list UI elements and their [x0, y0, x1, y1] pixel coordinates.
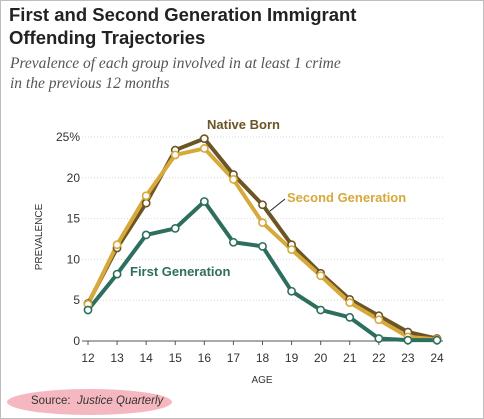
y-tick-label: 25% — [56, 130, 80, 144]
y-tick-label: 10 — [67, 252, 81, 266]
data-point-s0 — [258, 200, 267, 210]
data-point-s2 — [229, 237, 238, 247]
data-point-s1 — [199, 144, 209, 153]
y-tick-label: 5 — [73, 293, 80, 307]
data-point-s0 — [199, 134, 209, 144]
x-tick-label: 23 — [401, 351, 415, 365]
subtitle-line-1: Prevalence of each group involved in at … — [10, 55, 341, 72]
data-point-s1 — [170, 150, 180, 160]
data-point-s2 — [199, 197, 209, 206]
data-point-s2 — [170, 223, 180, 233]
y-tick-label: 20 — [67, 171, 81, 185]
data-point-s0 — [141, 198, 151, 208]
source-note: Source: Justice Quarterly — [31, 395, 163, 407]
x-tick-label: 24 — [430, 351, 444, 365]
y-axis-label: PREVALENCE — [34, 203, 45, 270]
x-tick-label: 12 — [81, 351, 95, 365]
data-point-s1 — [229, 175, 238, 184]
data-point-s2 — [141, 230, 151, 240]
y-tick-label: 0 — [73, 334, 80, 348]
data-point-s2 — [432, 335, 442, 345]
y-tick-label: 15 — [67, 212, 81, 226]
data-point-s2 — [112, 269, 122, 279]
chart-subtitle: Prevalence of each group involved in at … — [10, 54, 470, 94]
data-point-s2 — [403, 335, 413, 345]
source-highlight — [7, 389, 172, 415]
x-tick-label: 22 — [372, 351, 386, 365]
x-tick-label: 17 — [227, 351, 241, 365]
series-label-native-born: Native Born — [207, 117, 280, 132]
x-tick-label: 18 — [256, 351, 270, 365]
x-tick-label: 13 — [110, 351, 124, 365]
data-point-s2 — [316, 305, 326, 315]
x-tick-label: 21 — [343, 351, 357, 365]
title-line-1: First and Second Generation Immigrant — [9, 4, 357, 25]
data-point-s1 — [345, 298, 355, 308]
subtitle-line-2: in the previous 12 months — [10, 75, 170, 92]
data-point-s1 — [258, 218, 267, 228]
data-point-s1 — [316, 271, 326, 281]
source-name: Justice Quarterly — [77, 395, 164, 407]
x-tick-label: 15 — [169, 351, 183, 365]
data-point-s2 — [83, 305, 93, 315]
data-point-s1 — [374, 315, 384, 325]
x-axis-label: AGE — [251, 375, 272, 386]
series-label-second-generation: Second Generation — [287, 190, 406, 205]
x-tick-label: 14 — [139, 351, 153, 365]
series-label-leader-line — [269, 198, 286, 212]
data-point-s2 — [258, 241, 267, 251]
data-point-s1 — [287, 245, 296, 255]
data-point-s2 — [287, 286, 296, 296]
data-point-s1 — [141, 191, 151, 201]
x-tick-label: 19 — [285, 351, 299, 365]
series-label-first-generation: First Generation — [130, 264, 230, 279]
chart-title: First and Second Generation Immigrant Of… — [9, 3, 449, 49]
title-line-2: Offending Trajectories — [9, 27, 206, 48]
series-line-0 — [86, 136, 439, 341]
data-point-s2 — [345, 312, 355, 322]
data-point-s1 — [112, 240, 122, 250]
x-tick-label: 16 — [198, 351, 212, 365]
data-point-s2 — [374, 334, 384, 343]
source-label: Source: — [31, 395, 71, 407]
x-tick-label: 20 — [314, 351, 328, 365]
